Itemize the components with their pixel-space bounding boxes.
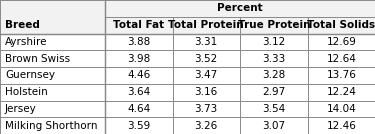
Text: Percent: Percent [217, 3, 263, 13]
Text: 3.31: 3.31 [195, 37, 218, 47]
Text: Holstein: Holstein [5, 87, 48, 97]
Text: Breed: Breed [5, 21, 40, 31]
Text: 3.98: 3.98 [127, 54, 150, 64]
Text: Total Fat: Total Fat [113, 20, 164, 30]
Text: 3.12: 3.12 [262, 37, 285, 47]
Bar [0, 100, 375, 117]
Text: 3.64: 3.64 [127, 87, 150, 97]
Bar [0, 117, 375, 134]
Text: Total Protein: Total Protein [168, 20, 244, 30]
Text: 3.26: 3.26 [195, 121, 218, 131]
Text: 14.04: 14.04 [326, 104, 356, 114]
Text: 2.97: 2.97 [262, 87, 285, 97]
Text: 3.07: 3.07 [262, 121, 285, 131]
Text: Jersey: Jersey [5, 104, 37, 114]
Text: Total Solids: Total Solids [307, 20, 375, 30]
Text: 3.73: 3.73 [195, 104, 218, 114]
Text: 4.46: 4.46 [127, 70, 150, 80]
Text: Milking Shorthorn: Milking Shorthorn [5, 121, 98, 131]
Bar [0, 84, 375, 100]
Text: Brown Swiss: Brown Swiss [5, 54, 70, 64]
Text: 3.33: 3.33 [262, 54, 285, 64]
Text: 3.28: 3.28 [262, 70, 285, 80]
Text: True Protein: True Protein [237, 20, 310, 30]
Bar [0, 67, 375, 84]
Bar [0, 50, 375, 67]
Text: 3.54: 3.54 [262, 104, 285, 114]
Text: 12.24: 12.24 [326, 87, 356, 97]
Text: 3.47: 3.47 [195, 70, 218, 80]
Text: 12.69: 12.69 [326, 37, 356, 47]
Text: 12.64: 12.64 [326, 54, 356, 64]
Text: Guernsey: Guernsey [5, 70, 55, 80]
Text: Ayrshire: Ayrshire [5, 37, 47, 47]
Text: 13.76: 13.76 [326, 70, 356, 80]
Text: 3.16: 3.16 [195, 87, 218, 97]
Bar [0, 34, 375, 50]
Text: 4.64: 4.64 [127, 104, 150, 114]
Bar [0, 0, 375, 34]
Text: 3.59: 3.59 [127, 121, 150, 131]
Text: 3.52: 3.52 [195, 54, 218, 64]
Text: 12.46: 12.46 [326, 121, 356, 131]
Text: 3.88: 3.88 [127, 37, 150, 47]
